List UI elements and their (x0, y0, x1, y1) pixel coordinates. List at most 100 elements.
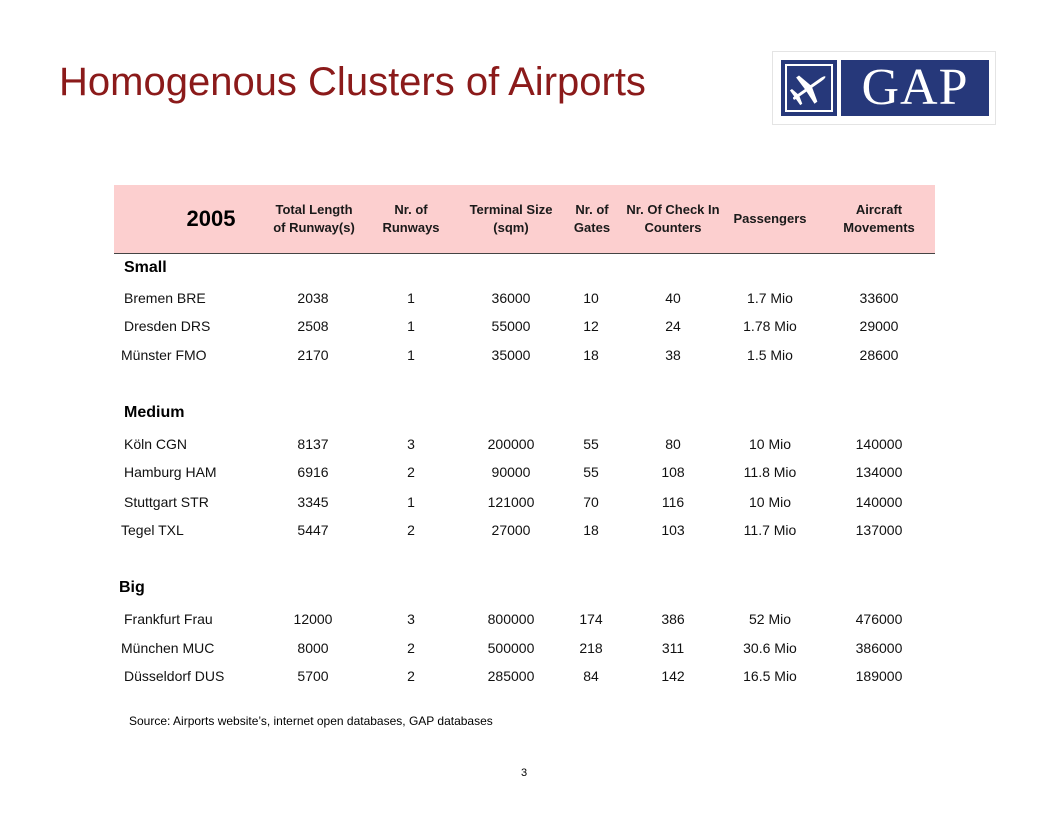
table-cell: 40 (665, 290, 681, 306)
table-cell: 80 (665, 436, 681, 452)
column-header: Aircraft Movements (843, 202, 915, 235)
table-cell: 3345 (297, 494, 329, 510)
table-cell: 116 (661, 494, 685, 510)
table-header: 2005 Total Length of Runway(s) Nr. of Runw… (114, 185, 935, 254)
slide-title: Homogenous Clusters of Airports (59, 60, 646, 104)
column-header: Nr. of Gates (573, 202, 611, 235)
table-cell: 189000 (855, 668, 903, 684)
table-cell: 140000 (855, 494, 903, 510)
table-cell: 1 (407, 318, 415, 334)
table-cell: 142 (661, 668, 685, 684)
table-cell: 386000 (855, 640, 903, 656)
table-cell: 6916 (297, 464, 329, 480)
table-cell: 27000 (491, 522, 531, 538)
table-cell: 24 (665, 318, 681, 334)
table-cell: 2508 (297, 318, 329, 334)
table-cell: 3 (407, 436, 415, 452)
table-cell: 121000 (487, 494, 535, 510)
airport-name: Bremen BRE (124, 290, 206, 306)
table-cell: 84 (583, 668, 599, 684)
airport-name: Tegel TXL (121, 522, 184, 538)
table-cell: 137000 (855, 522, 903, 538)
group-label: Small (124, 259, 167, 276)
table-cell: 2 (407, 640, 415, 656)
table-cell: 55 (583, 464, 599, 480)
table-cell: 3 (407, 611, 415, 627)
page-number: 3 (521, 767, 528, 779)
table-cell: 1 (407, 347, 415, 363)
airport-name: Köln CGN (124, 436, 188, 452)
table-cell: 218 (579, 640, 603, 656)
table-cell: 8137 (297, 436, 329, 452)
airplane-icon-shape (789, 75, 826, 106)
table-cell: 108 (661, 464, 685, 480)
table-cell: 134000 (855, 464, 903, 480)
table-cell: 55000 (491, 318, 531, 334)
table-cell: 38 (665, 347, 681, 363)
table-cell: 1.5 Mio (747, 347, 793, 363)
airport-name: Hamburg HAM (124, 464, 217, 480)
table-cell: 5447 (297, 522, 329, 538)
table-cell: 28600 (859, 347, 899, 363)
source-note: Source: Airports website’s, internet ope… (129, 714, 493, 728)
table-cell: 500000 (487, 640, 535, 656)
column-header: Nr. Of Check In Counters (626, 202, 720, 235)
airport-name: Münster FMO (121, 347, 207, 363)
table-cell: 2 (407, 522, 415, 538)
table-cell: 386 (661, 611, 685, 627)
table-cell: 55 (583, 436, 599, 452)
table-cell: 1 (407, 494, 415, 510)
table-cell: 18 (583, 347, 599, 363)
table-cell: 2 (407, 464, 415, 480)
table-cell: 36000 (491, 290, 531, 306)
table-cell: 140000 (855, 436, 903, 452)
airplane-icon (781, 60, 837, 116)
table-cell: 174 (579, 611, 603, 627)
table-cell: 10 (583, 290, 599, 306)
table-cell: 2170 (297, 347, 329, 363)
table-cell: 5700 (297, 668, 329, 684)
table-cell: 12 (583, 318, 599, 334)
airport-name: Düsseldorf DUS (124, 668, 225, 684)
table-cell: 10 Mio (748, 436, 792, 452)
table-cell: 2 (407, 668, 415, 684)
table-cell: 285000 (487, 668, 535, 684)
table-cell: 476000 (855, 611, 903, 627)
table-cell: 11.8 Mio (743, 464, 797, 480)
table-cell: 311 (661, 640, 685, 656)
table-cell: 200000 (487, 436, 535, 452)
table-cell: 11.7 Mio (743, 522, 797, 538)
table-cell: 30.6 Mio (743, 640, 797, 656)
header-year: 2005 (186, 206, 236, 231)
column-header: Passengers (733, 211, 807, 226)
column-header: Total Length of Runway(s) (273, 202, 355, 235)
table-cell: 1 (407, 290, 415, 306)
table-cell: 103 (661, 522, 685, 538)
logo-wordmark: GAP (841, 60, 989, 116)
group-label: Big (119, 579, 145, 596)
table-cell: 70 (583, 494, 599, 510)
table-cell: 29000 (859, 318, 899, 334)
airport-name: Stuttgart STR (124, 494, 209, 510)
airport-name: Frankfurt Frau (124, 611, 213, 627)
table-cell: 8000 (297, 640, 329, 656)
airport-name: München MUC (121, 640, 215, 656)
table-cell: 52 Mio (748, 611, 792, 627)
column-header: Terminal Size (sqm) (469, 202, 553, 235)
logo-icon-border (785, 64, 833, 112)
table-cell: 2038 (297, 290, 329, 306)
table-cell: 90000 (491, 464, 531, 480)
table-cell: 1.78 Mio (743, 318, 797, 334)
table-cell: 10 Mio (748, 494, 792, 510)
table-cell: 1.7 Mio (747, 290, 793, 306)
airport-name: Dresden DRS (124, 318, 211, 334)
table-cell: 18 (583, 522, 599, 538)
table-cell: 16.5 Mio (743, 668, 797, 684)
table-cell: 35000 (491, 347, 531, 363)
group-label: Medium (124, 404, 185, 421)
table-cell: 800000 (487, 611, 535, 627)
gap-logo: GAP (772, 51, 996, 125)
column-header: Nr. of Runways (382, 202, 440, 235)
table-cell: 33600 (859, 290, 899, 306)
table-cell: 12000 (293, 611, 333, 627)
